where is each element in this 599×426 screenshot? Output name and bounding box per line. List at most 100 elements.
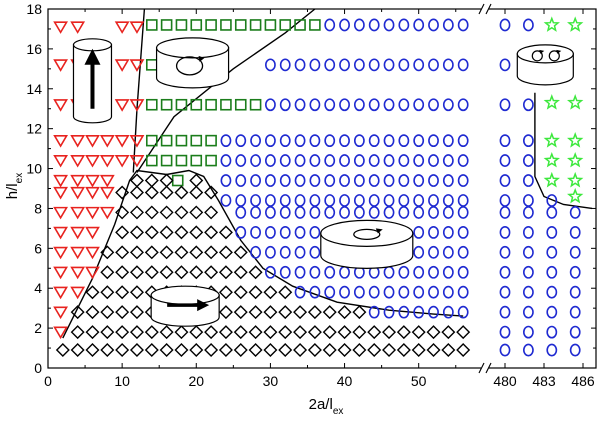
- diamond-marker: [263, 285, 278, 300]
- diamond-marker: [441, 343, 456, 358]
- circle-marker: [457, 98, 469, 112]
- circle-marker: [265, 206, 276, 219]
- cylinder-top: [516, 44, 574, 64]
- x-tick-label: 0: [44, 373, 52, 389]
- triangle-marker: [70, 154, 86, 168]
- circle-marker: [499, 154, 511, 167]
- diamond-marker: [129, 225, 144, 240]
- circle-marker: [309, 194, 321, 207]
- diamond-marker: [100, 305, 115, 320]
- circle-marker: [413, 225, 425, 239]
- diamond-marker: [293, 325, 308, 340]
- circle-marker: [413, 154, 425, 167]
- circle-marker: [457, 245, 469, 259]
- circle-marker: [294, 194, 306, 207]
- circle-marker: [546, 245, 558, 259]
- circle-marker: [368, 134, 380, 148]
- triangle-marker: [114, 154, 130, 168]
- triangle-marker: [99, 174, 115, 188]
- square-marker: [145, 19, 158, 31]
- circle-marker: [368, 98, 380, 112]
- circle-marker: [523, 245, 534, 259]
- y-tick-label: 14: [26, 81, 42, 97]
- circle-marker: [324, 174, 336, 187]
- circle-marker: [413, 206, 425, 219]
- diamond-marker: [115, 325, 130, 340]
- circle-marker: [294, 225, 306, 239]
- star-marker: [567, 187, 584, 204]
- cylinder-top: [320, 219, 414, 247]
- square-marker: [145, 154, 158, 167]
- triangle-marker: [85, 226, 100, 240]
- circle-marker: [265, 174, 276, 187]
- circle-marker: [339, 154, 350, 167]
- circle-marker: [250, 134, 261, 148]
- circle-marker: [250, 206, 261, 219]
- circle-marker: [523, 174, 534, 187]
- diamond-marker: [233, 343, 248, 358]
- triangle-marker: [53, 246, 69, 260]
- circle-marker: [398, 265, 410, 279]
- circle-marker: [250, 225, 261, 239]
- diamond-marker: [115, 185, 130, 200]
- circle-marker: [279, 154, 291, 167]
- circle-marker: [499, 285, 511, 299]
- diamond-marker: [70, 343, 85, 358]
- diamond-marker: [307, 325, 322, 340]
- circle-marker: [235, 206, 247, 219]
- circle-marker: [279, 174, 291, 187]
- square-marker: [220, 98, 232, 111]
- inset-axial-cylinder: [72, 38, 113, 124]
- diamond-marker: [411, 343, 426, 358]
- circle-marker: [235, 134, 247, 148]
- triangle-marker: [53, 286, 69, 300]
- triangle-marker: [53, 21, 69, 34]
- square-marker: [190, 154, 203, 167]
- diamond-marker: [233, 325, 248, 340]
- vortex-curl-right: [548, 50, 560, 62]
- triangle-marker: [53, 206, 69, 220]
- diamond-marker: [204, 225, 219, 240]
- diamond-marker: [411, 325, 426, 340]
- circle-marker: [398, 98, 410, 112]
- square-marker: [234, 98, 247, 111]
- arrow-head: [84, 48, 101, 65]
- triangle-marker: [85, 135, 100, 148]
- circle-marker: [523, 98, 534, 112]
- circle-marker: [428, 285, 439, 299]
- diamond-marker: [248, 285, 263, 300]
- diamond-marker: [159, 225, 174, 240]
- vortex-arrow-head: [539, 49, 545, 54]
- diamond-marker: [115, 245, 130, 260]
- square-marker: [279, 19, 292, 31]
- circle-marker: [499, 174, 511, 187]
- diamond-marker: [144, 325, 159, 340]
- y-tick-label: 10: [26, 161, 42, 177]
- circle-marker: [309, 265, 321, 279]
- vortex-arrow-head: [556, 49, 562, 54]
- axis-break-mark: [485, 3, 492, 15]
- circle-marker: [546, 325, 558, 339]
- circle-marker: [220, 134, 232, 148]
- circle-marker: [413, 245, 425, 259]
- diamond-marker: [100, 325, 115, 340]
- circle-marker: [309, 206, 321, 219]
- circle-marker: [279, 206, 291, 219]
- square-marker: [234, 19, 247, 31]
- circle-marker: [309, 245, 321, 259]
- circle-marker: [235, 154, 247, 167]
- circle-marker: [383, 154, 395, 167]
- diamond-marker: [144, 173, 159, 188]
- circle-marker: [398, 174, 410, 187]
- star-marker: [567, 151, 584, 168]
- x-tick-label: 20: [188, 373, 204, 389]
- cylinder-top: [155, 37, 230, 59]
- diamond-marker: [263, 305, 278, 320]
- circle-marker: [265, 245, 276, 259]
- circle-marker: [265, 154, 276, 167]
- square-marker: [264, 19, 277, 31]
- y-tick-label: 4: [34, 280, 42, 296]
- square-marker: [205, 154, 217, 167]
- circle-marker: [457, 285, 469, 299]
